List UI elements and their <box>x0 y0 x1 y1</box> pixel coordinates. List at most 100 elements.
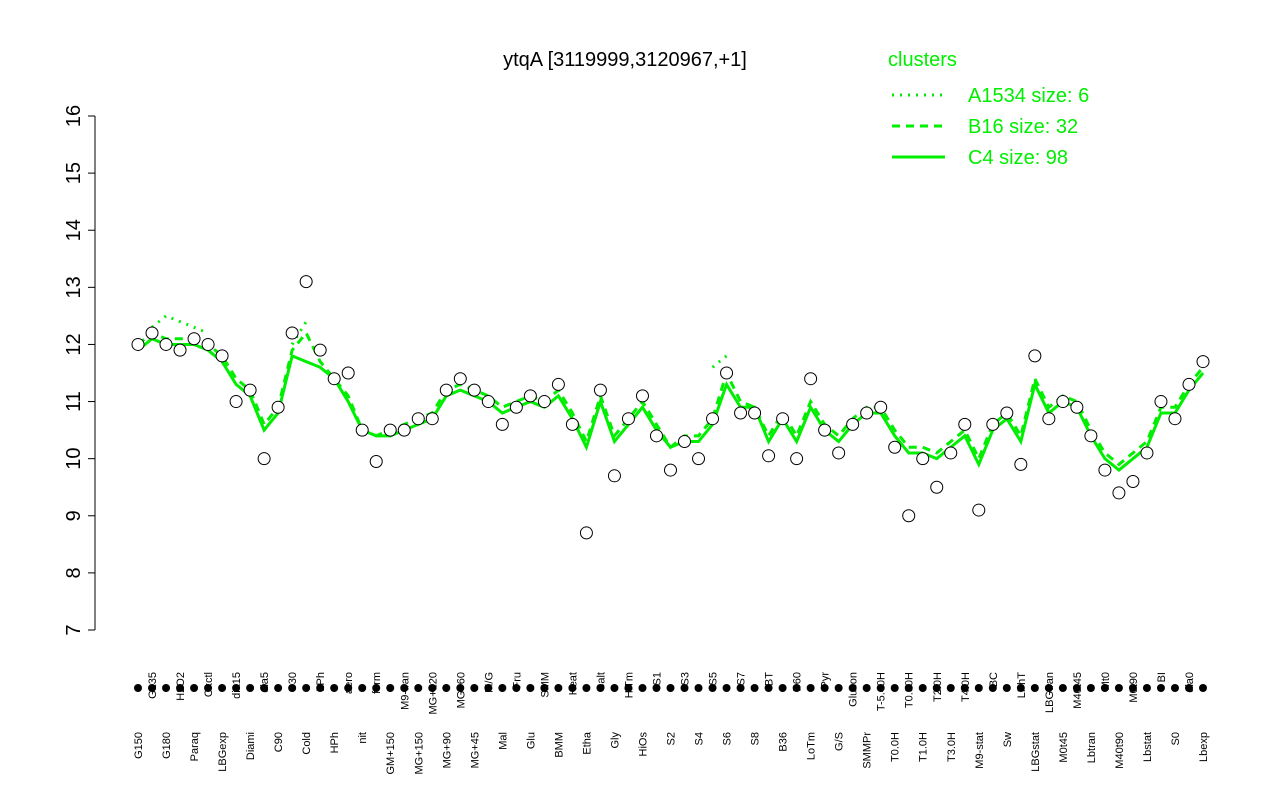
x-tick-label: Gly <box>609 732 621 749</box>
y-tick-label: 14 <box>63 219 85 241</box>
rug-mark <box>946 684 955 692</box>
data-point <box>341 366 355 380</box>
rug-mark <box>148 684 157 692</box>
rug-mark <box>344 684 353 692</box>
x-tick-label: dia5 <box>259 672 271 693</box>
x-tick-label: T0.0H <box>890 732 902 762</box>
rug-mark <box>274 684 283 692</box>
x-tick-label: MG+90 <box>441 732 453 768</box>
rug-mark <box>1156 684 1165 692</box>
data-point <box>523 389 537 403</box>
x-tick-label: BI <box>1156 672 1168 682</box>
data-point <box>1126 475 1140 489</box>
rug-mark <box>386 684 395 692</box>
rug-mark <box>1199 684 1207 692</box>
data-point <box>635 389 649 403</box>
data-point <box>313 343 327 357</box>
data-point <box>271 400 285 414</box>
rug-mark <box>512 684 521 692</box>
data-point <box>187 332 201 346</box>
data-point <box>537 395 551 409</box>
y-tick-label: 9 <box>63 510 85 521</box>
data-point <box>986 417 1000 431</box>
rug-mark <box>414 684 423 692</box>
data-point <box>131 337 145 351</box>
data-point <box>1140 446 1154 460</box>
rug-mark <box>470 684 479 692</box>
x-tick-label: S8 <box>750 732 762 745</box>
rug-mark <box>1170 684 1179 692</box>
rug-mark <box>666 684 675 692</box>
x-tick-label: C30 <box>287 672 299 692</box>
y-tick-label: 15 <box>63 162 85 184</box>
data-point <box>860 406 874 420</box>
data-point <box>327 372 341 386</box>
x-tick-label: G180 <box>161 732 173 759</box>
rug-mark <box>1142 684 1151 692</box>
x-tick-label: dia0 <box>1184 672 1196 693</box>
data-point <box>551 377 565 391</box>
x-tick-label: Cold <box>301 732 313 755</box>
y-tick-label: 7 <box>63 624 85 635</box>
x-tick-label: Heat <box>567 672 579 695</box>
data-point <box>411 412 425 426</box>
x-tick-label: G135 <box>147 672 159 699</box>
x-tick-label: Lbstat <box>1142 732 1154 762</box>
x-tick-label: HPh <box>329 732 341 753</box>
x-tick-label: dia15 <box>231 672 243 699</box>
data-point <box>565 417 579 431</box>
data-point <box>1196 355 1210 369</box>
data-point <box>299 275 313 289</box>
x-tick-label: S7 <box>736 672 748 685</box>
rug-mark <box>400 684 409 692</box>
rug-mark <box>722 684 731 692</box>
legend-label: A1534 size: 6 <box>968 85 1089 107</box>
data-point <box>958 417 972 431</box>
x-tick-label: M40t45 <box>1072 672 1084 709</box>
x-tick-label: M0t90 <box>1128 672 1140 703</box>
x-tick-label: S6 <box>722 732 734 745</box>
x-tick-label: LPhT <box>1016 672 1028 699</box>
rug-mark <box>638 684 647 692</box>
data-point <box>944 446 958 460</box>
rug-mark <box>694 684 703 692</box>
data-point <box>748 406 762 420</box>
x-tick-label: M9-stat <box>974 732 986 769</box>
x-tick-label: BT <box>764 672 776 686</box>
rug-mark <box>792 684 801 692</box>
x-tick-label: Mal <box>497 732 509 750</box>
x-tick-label: T3.0H <box>946 732 958 762</box>
data-point <box>790 452 804 466</box>
data-point <box>1098 463 1112 477</box>
x-tick-label: T0.30H <box>904 672 916 708</box>
data-point <box>916 452 930 466</box>
x-tick-label: Diami <box>245 732 257 760</box>
x-tick-label: nit <box>357 732 369 744</box>
x-tick-label: GM+150 <box>385 732 397 775</box>
rug-mark <box>862 684 871 692</box>
x-tick-label: HiOs <box>637 732 649 757</box>
y-tick-label: 8 <box>63 567 85 578</box>
x-tick-label: B36 <box>778 732 790 752</box>
data-point <box>1014 457 1028 471</box>
x-tick-label: T-5.40H <box>876 672 888 711</box>
data-point <box>902 509 916 523</box>
legend-label: B16 size: 32 <box>968 116 1078 138</box>
data-point <box>776 412 790 426</box>
x-tick-label: M9-tran <box>399 672 411 710</box>
data-point <box>453 372 467 386</box>
data-point <box>369 455 383 469</box>
rug-mark <box>218 684 227 692</box>
rug-mark <box>1002 684 1011 692</box>
x-tick-label: H2O2 <box>175 672 187 701</box>
rug-mark <box>1058 684 1067 692</box>
x-tick-label: S5 <box>708 672 720 685</box>
rug-mark <box>176 684 185 692</box>
data-point <box>930 480 944 494</box>
rug-mark <box>1044 684 1053 692</box>
x-tick-label: aero <box>343 672 355 694</box>
x-tick-label: G150 <box>133 732 145 759</box>
x-tick-label: T2.0H <box>932 672 944 702</box>
data-point <box>621 412 635 426</box>
data-point <box>509 400 523 414</box>
